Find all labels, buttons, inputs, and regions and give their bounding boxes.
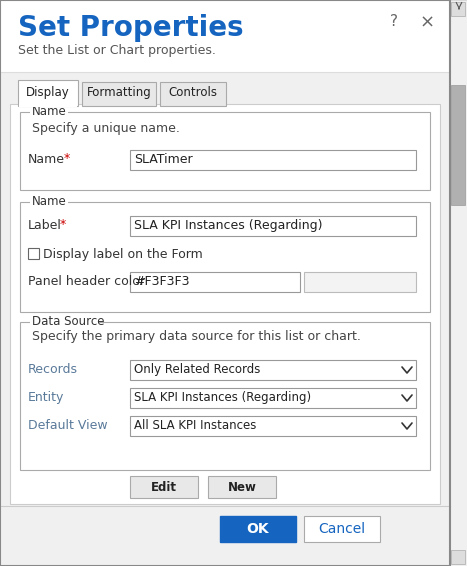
Bar — [19, 103, 77, 107]
Bar — [30, 106, 68, 118]
Bar — [130, 476, 198, 498]
Text: SLA KPI Instances (Regarding): SLA KPI Instances (Regarding) — [134, 219, 323, 232]
Text: All SLA KPI Instances: All SLA KPI Instances — [134, 419, 256, 432]
Bar — [304, 516, 380, 542]
Text: *: * — [60, 218, 66, 231]
Bar — [130, 388, 416, 408]
Text: *: * — [64, 152, 70, 165]
Bar — [130, 150, 416, 170]
Text: Label: Label — [28, 219, 62, 232]
Bar — [130, 272, 300, 292]
Text: Set Properties: Set Properties — [18, 14, 244, 42]
Bar — [130, 216, 416, 236]
Bar — [130, 416, 416, 436]
Bar — [130, 360, 416, 380]
Bar — [30, 316, 98, 328]
Text: Display label on the Form: Display label on the Form — [43, 248, 203, 261]
Bar — [0, 506, 450, 566]
Text: New: New — [227, 481, 256, 494]
Text: Data Source: Data Source — [32, 315, 105, 328]
Bar — [0, 72, 450, 566]
Text: OK: OK — [247, 522, 269, 536]
Text: Cancel: Cancel — [318, 522, 366, 536]
Bar — [160, 82, 226, 106]
Text: Specify the primary data source for this list or chart.: Specify the primary data source for this… — [32, 330, 361, 343]
Bar — [450, 0, 467, 566]
Text: Name: Name — [32, 195, 67, 208]
Bar — [451, 2, 465, 16]
Text: Records: Records — [28, 363, 78, 376]
Bar — [451, 85, 465, 205]
Text: Only Related Records: Only Related Records — [134, 363, 261, 376]
Bar — [20, 112, 430, 190]
Text: #F3F3F3: #F3F3F3 — [134, 275, 190, 288]
Text: Name: Name — [32, 105, 67, 118]
Text: Edit: Edit — [151, 481, 177, 494]
Text: ?: ? — [390, 14, 398, 29]
Text: Formatting: Formatting — [86, 86, 151, 99]
Bar — [208, 476, 276, 498]
Bar — [10, 104, 440, 504]
Text: SLA KPI Instances (Regarding): SLA KPI Instances (Regarding) — [134, 391, 311, 404]
Text: Panel header color: Panel header color — [28, 275, 145, 288]
Bar — [30, 196, 68, 208]
Text: ×: × — [420, 14, 435, 32]
Text: SLATimer: SLATimer — [134, 153, 192, 166]
Bar — [451, 550, 465, 564]
Text: Name: Name — [28, 153, 65, 166]
Bar — [28, 248, 39, 259]
Bar — [0, 0, 450, 72]
Text: Default View: Default View — [28, 419, 107, 432]
Bar — [18, 80, 78, 106]
Bar — [304, 272, 416, 292]
Bar — [20, 322, 430, 470]
Text: Set the List or Chart properties.: Set the List or Chart properties. — [18, 44, 216, 57]
Text: Display: Display — [26, 86, 70, 99]
Bar — [220, 516, 296, 542]
Text: Controls: Controls — [169, 86, 218, 99]
Bar — [82, 82, 156, 106]
Bar — [20, 202, 430, 312]
Text: Specify a unique name.: Specify a unique name. — [32, 122, 180, 135]
Text: Entity: Entity — [28, 391, 64, 404]
